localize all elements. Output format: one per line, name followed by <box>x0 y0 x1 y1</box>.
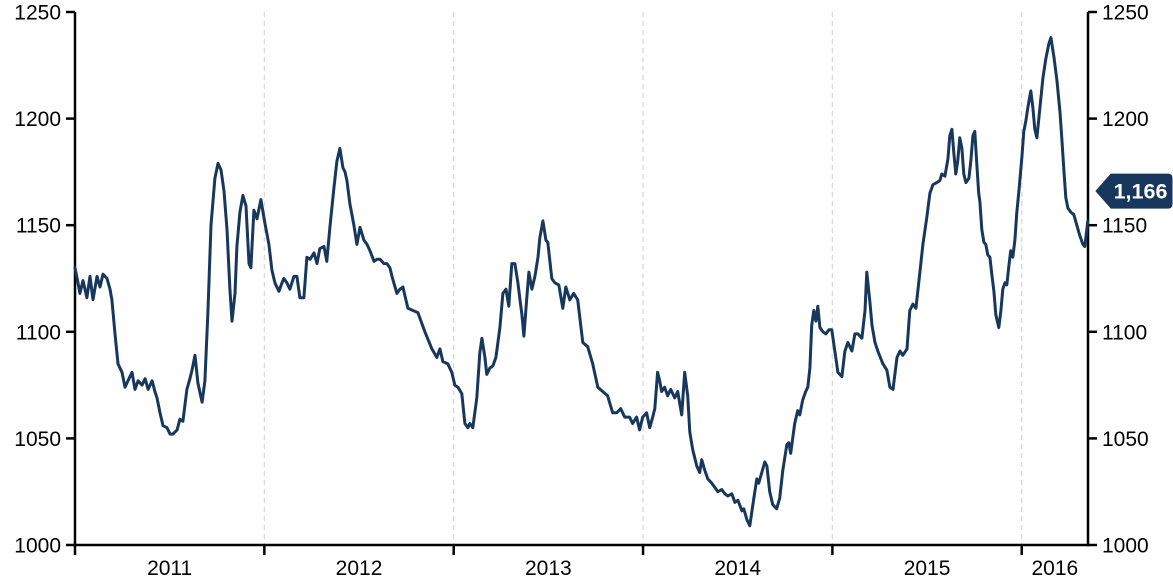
y-axis-label-right: 1250 <box>1102 2 1149 25</box>
y-axis-label-right: 1050 <box>1102 428 1149 451</box>
x-axis-year-label: 2011 <box>147 557 192 580</box>
y-axis-label-right: 1100 <box>1102 321 1147 344</box>
y-axis-label-left: 1150 <box>16 215 61 238</box>
y-axis-label-right: 1200 <box>1102 108 1149 131</box>
y-axis-label-left: 1050 <box>14 428 61 451</box>
y-axis-label-left: 1100 <box>16 321 61 344</box>
last-value-flag <box>1095 173 1173 209</box>
x-axis-year-label: 2014 <box>714 557 761 580</box>
y-axis-label-left: 1000 <box>14 535 61 558</box>
x-axis-year-label: 2016 <box>1032 557 1079 580</box>
last-value-flag-label: 1,166 <box>1114 180 1168 204</box>
y-axis-label-right: 1150 <box>1102 215 1147 238</box>
price-line <box>73 36 1090 528</box>
x-axis-year-label: 2015 <box>904 557 951 580</box>
x-axis-year-label: 2013 <box>525 557 572 580</box>
y-axis-label-left: 1250 <box>14 2 61 25</box>
x-axis-year-label: 2012 <box>336 557 383 580</box>
y-axis-label-left: 1200 <box>14 108 61 131</box>
y-axis-label-right: 1000 <box>1102 535 1149 558</box>
